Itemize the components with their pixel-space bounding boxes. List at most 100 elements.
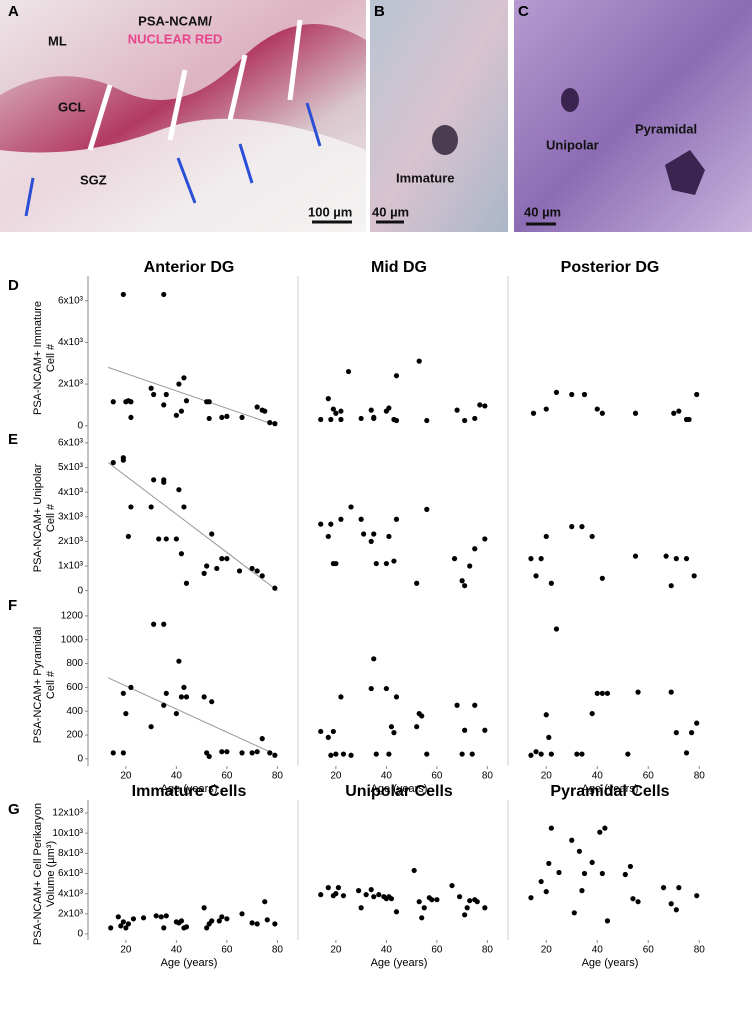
data-point: [416, 899, 422, 905]
data-point: [161, 621, 167, 627]
data-point: [120, 750, 126, 756]
data-point: [335, 885, 341, 891]
data-point: [163, 536, 169, 542]
data-point: [599, 870, 605, 877]
y-tick-label: 1200: [61, 611, 84, 622]
data-point: [130, 916, 137, 922]
data-point: [424, 417, 430, 424]
y-tick-label: 400: [66, 706, 83, 717]
y-tick-label: 600: [66, 682, 83, 693]
data-point: [597, 829, 603, 835]
data-point: [548, 751, 554, 757]
data-point: [419, 713, 425, 719]
data-point: [368, 538, 374, 544]
y-tick-label: 6x10³: [58, 438, 84, 449]
data-point: [553, 626, 560, 632]
data-point: [543, 533, 549, 540]
data-point: [635, 689, 641, 695]
data-point: [538, 556, 544, 562]
fit-line: [108, 366, 278, 427]
cell-label: Unipolar: [546, 137, 599, 152]
data-point: [472, 546, 478, 552]
data-point: [338, 408, 344, 414]
panel-label: G: [8, 801, 20, 818]
data-point: [663, 553, 669, 559]
micrograph-c: C Unipolar Pyramidal 40 µm: [514, 0, 752, 232]
x-axis-label: Age (years): [371, 783, 428, 795]
y-tick-label: 2x10³: [58, 379, 84, 390]
x-tick-label: 60: [643, 945, 655, 956]
data-point: [533, 573, 539, 579]
data-point: [358, 516, 364, 522]
data-point: [333, 560, 339, 567]
data-point: [594, 406, 600, 412]
data-point: [348, 752, 354, 758]
data-point: [383, 560, 389, 567]
y-axis-label: Cell #: [45, 503, 57, 532]
data-point: [181, 504, 187, 510]
data-point: [348, 504, 354, 510]
data-point: [178, 408, 185, 414]
y-tick-label: 4x10³: [58, 888, 84, 899]
data-point: [173, 710, 179, 717]
data-point: [148, 385, 154, 391]
panel-title: Posterior DG: [561, 259, 660, 276]
stain-label: NUCLEAR RED: [128, 31, 223, 46]
data-point: [546, 860, 552, 867]
data-point: [548, 580, 554, 586]
data-point: [548, 825, 554, 831]
data-point: [451, 556, 458, 562]
data-point: [219, 556, 225, 562]
data-point: [424, 751, 430, 757]
data-point: [579, 524, 585, 530]
data-point: [178, 551, 185, 557]
data-point: [120, 455, 126, 461]
data-point: [161, 291, 167, 298]
x-axis-label: Age (years): [582, 783, 639, 795]
data-point: [467, 898, 473, 904]
data-point: [668, 689, 674, 695]
data-point: [206, 415, 212, 422]
panel-label: B: [374, 3, 385, 20]
data-point: [318, 892, 324, 898]
data-point: [676, 408, 682, 414]
data-point: [219, 414, 225, 421]
data-point: [120, 919, 126, 925]
data-point: [569, 837, 575, 843]
y-tick-label: 2x10³: [58, 908, 84, 919]
data-point: [477, 402, 483, 408]
data-point: [161, 702, 167, 708]
panel-label: C: [518, 3, 529, 20]
data-point: [569, 391, 575, 398]
data-point: [361, 531, 367, 537]
data-point: [176, 381, 182, 387]
scale-bar-label: 100 µm: [308, 204, 352, 219]
data-point: [462, 583, 468, 589]
data-point: [482, 536, 488, 542]
data-point: [594, 690, 600, 696]
data-point: [163, 913, 169, 919]
x-tick-label: 80: [272, 945, 284, 956]
data-point: [472, 702, 478, 708]
data-point: [161, 925, 167, 931]
data-point: [110, 750, 116, 756]
panel-label: A: [8, 3, 19, 20]
x-tick-label: 40: [381, 771, 393, 782]
data-point: [267, 420, 273, 426]
data-point: [459, 578, 465, 584]
data-point: [556, 869, 562, 876]
data-point: [462, 417, 468, 424]
data-point: [538, 878, 544, 885]
data-point: [462, 912, 468, 918]
data-point: [388, 896, 395, 902]
data-point: [128, 399, 134, 405]
y-tick-label: 0: [77, 585, 83, 596]
data-point: [224, 749, 230, 755]
data-point: [482, 403, 488, 409]
panel-label: F: [8, 597, 17, 614]
data-point: [599, 410, 605, 416]
data-point: [338, 416, 344, 423]
data-point: [454, 702, 460, 708]
data-point: [622, 871, 628, 878]
region-label: SGZ: [80, 172, 107, 187]
